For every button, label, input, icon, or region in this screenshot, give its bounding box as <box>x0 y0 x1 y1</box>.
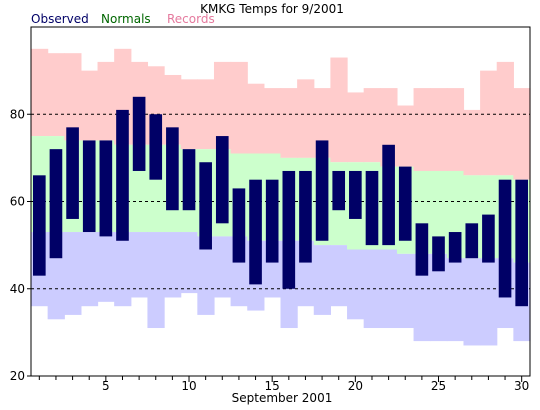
observed-bar <box>382 144 395 246</box>
record-low-band <box>396 253 415 329</box>
record-high-band <box>430 88 448 171</box>
observed-bar <box>515 179 528 307</box>
x-tick-label: 5 <box>102 379 110 393</box>
record-high-band <box>363 88 381 163</box>
observed-bar <box>215 136 229 224</box>
observed-bar <box>299 170 312 263</box>
record-low-band <box>480 258 498 346</box>
x-tick-label: 15 <box>265 379 280 393</box>
record-high-band <box>230 61 248 154</box>
observed-bar <box>99 140 113 237</box>
observed-bar <box>315 140 329 241</box>
observed-bar <box>232 188 246 263</box>
legend-observed: Observed <box>31 12 89 26</box>
record-high-band <box>513 88 531 180</box>
normal-band <box>430 170 448 254</box>
record-high-band <box>280 88 298 158</box>
observed-bar <box>149 114 163 180</box>
record-high-band <box>263 88 282 154</box>
record-high-band <box>31 48 49 137</box>
observed-bar <box>82 140 96 233</box>
record-low-band <box>197 236 215 315</box>
record-low-band <box>114 232 132 307</box>
observed-bar <box>199 162 212 250</box>
x-tick-label: 25 <box>431 379 446 393</box>
record-high-band <box>247 83 265 154</box>
record-low-band <box>80 232 99 307</box>
y-tick-label: 60 <box>10 195 25 209</box>
record-low-band <box>97 232 115 302</box>
observed-bar <box>166 127 179 211</box>
observed-bar <box>66 127 79 219</box>
record-high-band <box>97 61 115 141</box>
record-high-band <box>446 88 465 171</box>
observed-bar <box>482 214 495 263</box>
record-low-band <box>180 232 198 294</box>
observed-bar <box>182 149 196 211</box>
legend-normals: Normals <box>101 12 151 26</box>
x-tick-label: 30 <box>514 379 529 393</box>
record-low-band <box>430 253 448 342</box>
observed-bar <box>432 236 445 272</box>
record-low-band <box>130 232 149 298</box>
observed-bar <box>116 109 129 241</box>
record-low-band <box>463 258 481 346</box>
observed-bar <box>332 170 346 211</box>
legend-records: Records <box>167 12 215 26</box>
observed-bar <box>33 175 46 276</box>
record-low-band <box>147 232 165 329</box>
record-high-band <box>496 61 514 176</box>
record-high-band <box>480 70 498 176</box>
x-axis-label: September 2001 <box>232 391 333 405</box>
chart-title: KMKG Temps for 9/2001 <box>200 2 344 16</box>
observed-bar <box>365 170 379 246</box>
record-low-band <box>380 249 398 329</box>
y-tick-label: 20 <box>10 369 25 383</box>
record-low-band <box>164 232 182 298</box>
record-high-band <box>463 109 481 176</box>
record-low-band <box>313 245 331 315</box>
plot-area: 20 40 60 80 5 10 15 20 25 30 <box>10 26 531 393</box>
record-low-band <box>446 258 465 342</box>
record-low-band <box>347 249 365 320</box>
observed-bar <box>349 170 362 219</box>
record-low-band <box>213 236 232 298</box>
observed-bar <box>132 96 146 171</box>
record-high-band <box>64 53 82 141</box>
observed-bar <box>282 170 296 289</box>
observed-bar <box>498 179 512 298</box>
observed-bar <box>398 166 412 241</box>
observed-bar <box>265 179 279 263</box>
record-high-band <box>347 92 365 163</box>
observed-bar <box>448 232 462 263</box>
record-low-band <box>363 249 381 329</box>
record-high-band <box>330 57 348 163</box>
record-high-band <box>80 70 99 141</box>
record-low-band <box>64 232 82 315</box>
record-high-band <box>297 79 315 158</box>
x-tick-label: 10 <box>181 379 196 393</box>
record-low-band <box>330 245 348 307</box>
observed-bar <box>49 149 63 259</box>
record-high-band <box>47 53 65 137</box>
observed-bar <box>465 223 479 259</box>
observed-bar <box>249 179 262 285</box>
observed-bar <box>415 223 429 276</box>
record-high-band <box>413 88 431 171</box>
y-tick-label: 40 <box>10 282 25 296</box>
y-tick-label: 80 <box>10 107 25 121</box>
record-high-band <box>213 61 232 150</box>
record-high-band <box>396 105 415 167</box>
x-tick-label: 20 <box>348 379 363 393</box>
